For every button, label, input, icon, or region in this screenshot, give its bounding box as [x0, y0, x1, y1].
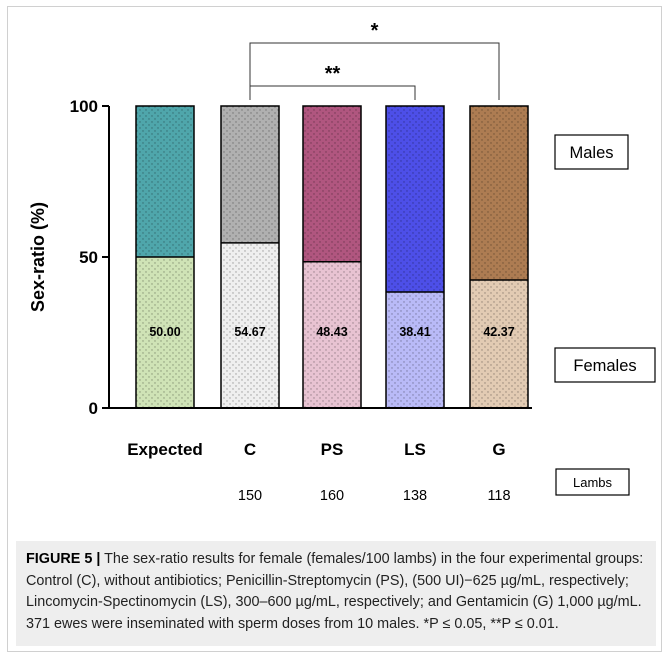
lambs-count: 118: [487, 488, 510, 504]
bar-males-texture: [303, 106, 361, 262]
bar-males-texture: [136, 106, 194, 257]
bar-females-texture: [470, 280, 528, 408]
x-tick-label-ps: PS: [321, 440, 344, 459]
y-tick-label: 100: [70, 97, 98, 116]
bar-males-texture: [470, 106, 528, 281]
significance-label: **: [325, 63, 341, 85]
bar-males-texture: [221, 106, 279, 243]
caption-label: FIGURE 5 |: [26, 551, 101, 567]
data-label-g: 42.37: [483, 325, 514, 339]
x-tick-label-expected: Expected: [127, 440, 203, 459]
data-label-ls: 38.41: [399, 325, 430, 339]
lambs-count: 150: [238, 488, 262, 504]
lambs-count: 138: [403, 488, 427, 504]
lambs-count: 160: [320, 488, 344, 504]
legend-females-box: [554, 347, 656, 383]
significance-label: *: [371, 20, 379, 42]
x-tick-label-ls: LS: [404, 440, 426, 459]
bar-males-texture: [386, 106, 444, 293]
data-label-ps: 48.43: [316, 325, 347, 339]
x-tick-label-g: G: [492, 440, 505, 459]
x-tick-label-c: C: [244, 440, 256, 459]
legend-males-label: Males: [569, 144, 613, 162]
data-label-c: 54.67: [234, 325, 265, 339]
significance-bracket: [249, 42, 500, 100]
significance-bracket: [249, 85, 416, 100]
stacked-bar-chart: 0 50 100 Sex-ratio (%) 50.00 Expected 54.67 C 4…: [28, 20, 656, 504]
bar-females-texture: [221, 242, 279, 408]
data-label-expected: 50.00: [149, 325, 180, 339]
y-tick-label: 0: [89, 399, 98, 418]
lambs-label-box: [555, 468, 630, 496]
y-tick-label: 50: [79, 248, 98, 267]
legend-males-box: [554, 134, 629, 170]
lambs-label: Lambs: [573, 475, 613, 490]
figure-caption: FIGURE 5 | The sex-ratio results for fem…: [16, 541, 656, 646]
legend-females-label: Females: [573, 357, 636, 375]
bar-females-texture: [303, 261, 361, 408]
bar-females-texture: [386, 292, 444, 408]
caption-text: The sex-ratio results for female (female…: [26, 551, 644, 632]
y-axis-title: Sex-ratio (%): [28, 202, 48, 312]
bar-females-texture: [136, 257, 194, 408]
